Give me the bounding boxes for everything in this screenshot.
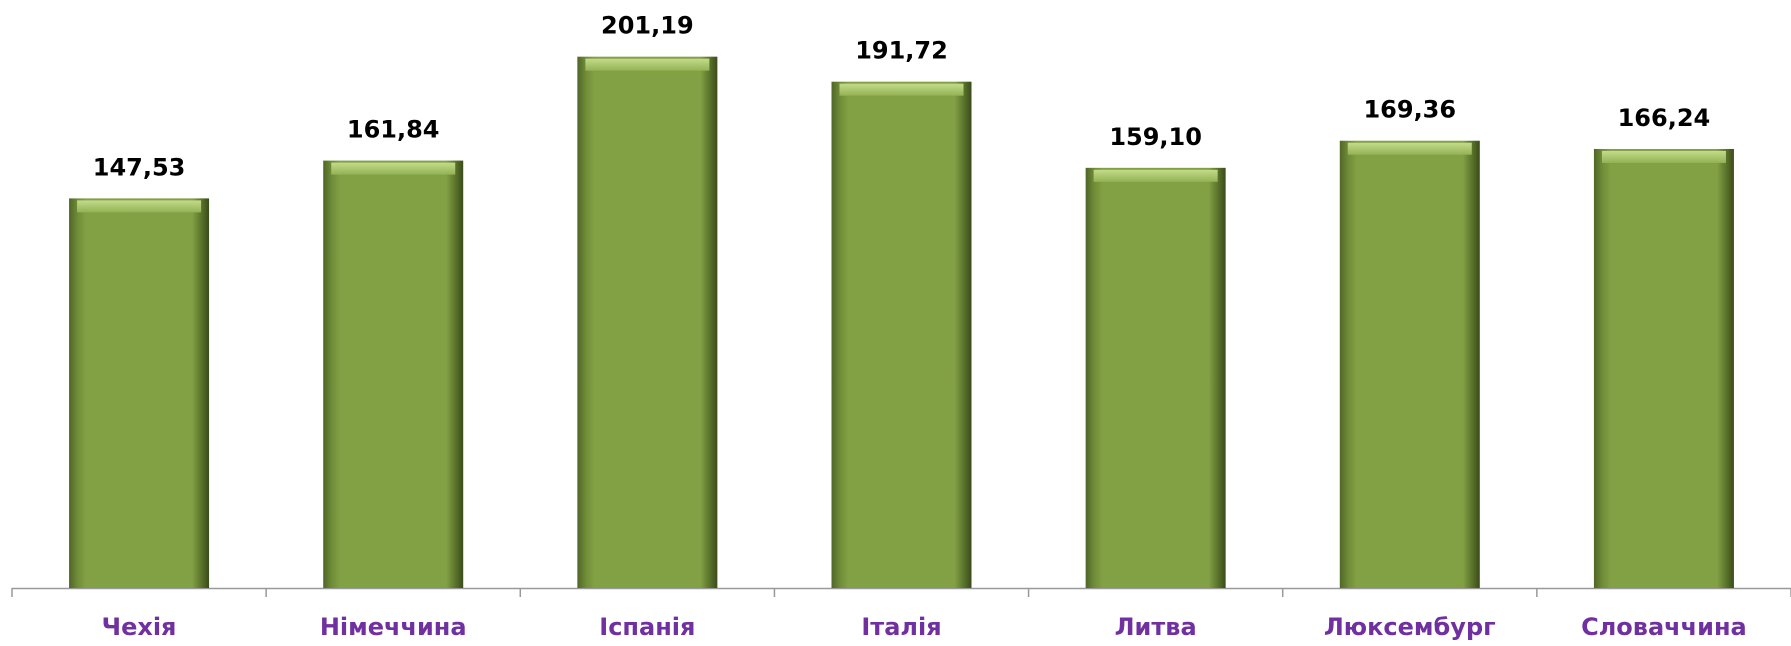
x-tick-label: Словаччина [1581,613,1747,641]
bar [1339,140,1480,588]
bar [69,198,210,588]
bar [831,81,972,588]
bar [1085,167,1226,588]
bar-bevel [1601,150,1726,163]
x-tick-label: Литва [1115,613,1197,641]
value-label: 169,36 [1363,96,1456,124]
value-label: 201,19 [601,12,694,40]
bar-bevel [1093,169,1218,182]
bar [1593,148,1734,588]
x-tick-label: Іспанія [599,613,695,641]
value-label: 161,84 [347,116,440,144]
value-label: 159,10 [1109,123,1202,151]
value-label: 166,24 [1618,104,1711,132]
x-tick-label: Чехія [102,613,177,641]
bar [577,56,718,589]
bar-bevel [1347,142,1472,155]
bar-bevel [77,200,202,213]
value-label: 191,72 [855,37,948,65]
bar-bevel [839,83,964,96]
value-label: 147,53 [93,153,186,181]
bar-bevel [585,58,710,71]
x-tick-label: Люксембург [1324,613,1496,641]
x-tick-label: Італія [861,613,941,641]
x-tick-label: Німеччина [320,613,467,641]
bar [323,160,464,588]
bar-bevel [331,162,456,175]
